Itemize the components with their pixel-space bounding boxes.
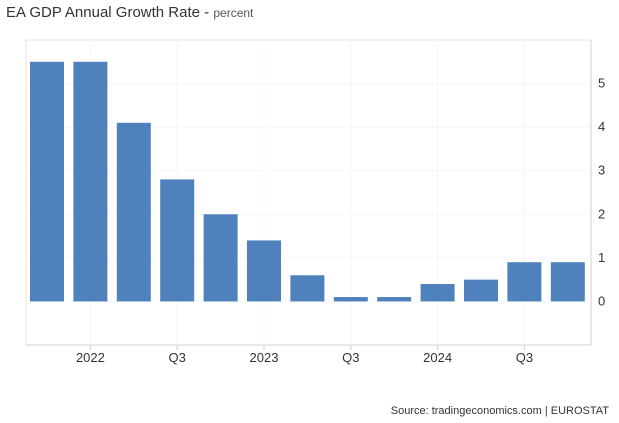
bar [290, 275, 325, 302]
bar [550, 262, 585, 302]
y-tick-label: 2 [598, 206, 605, 221]
x-tick-label: Q3 [169, 350, 186, 365]
y-tick-label: 5 [598, 76, 605, 91]
x-tick-label: 2022 [76, 350, 105, 365]
source-note: Source: tradingeconomics.com | EUROSTAT [390, 405, 609, 417]
chart-title-text: EA GDP Annual Growth Rate [6, 4, 200, 21]
x-tick-label: 2023 [250, 350, 279, 365]
bar [203, 214, 238, 302]
y-tick-label: 1 [598, 250, 605, 265]
y-tick-label: 4 [598, 119, 605, 134]
x-tick-label: Q3 [342, 350, 359, 365]
bar [116, 122, 151, 302]
chart-title: EA GDP Annual Growth Rate - percent [6, 4, 254, 21]
bar [420, 284, 455, 302]
chart-subtitle: percent [213, 6, 254, 20]
grid-lines [25, 39, 592, 350]
y-axis-ticks: 0 1 2 3 4 5 [598, 76, 605, 309]
bar [30, 61, 64, 302]
x-tick-label: 2024 [423, 350, 452, 365]
bar [377, 297, 412, 302]
bar [333, 297, 368, 302]
y-tick-label: 0 [598, 293, 605, 308]
bar [73, 61, 108, 302]
x-axis-ticks: 2022 Q3 2023 Q3 2024 Q3 [76, 350, 533, 365]
bar [247, 240, 281, 302]
bar [160, 179, 195, 302]
bar [507, 262, 542, 302]
y-tick-label: 3 [598, 163, 605, 178]
bar [464, 279, 498, 302]
x-tick-label: Q3 [516, 350, 533, 365]
bars-group [30, 61, 585, 302]
